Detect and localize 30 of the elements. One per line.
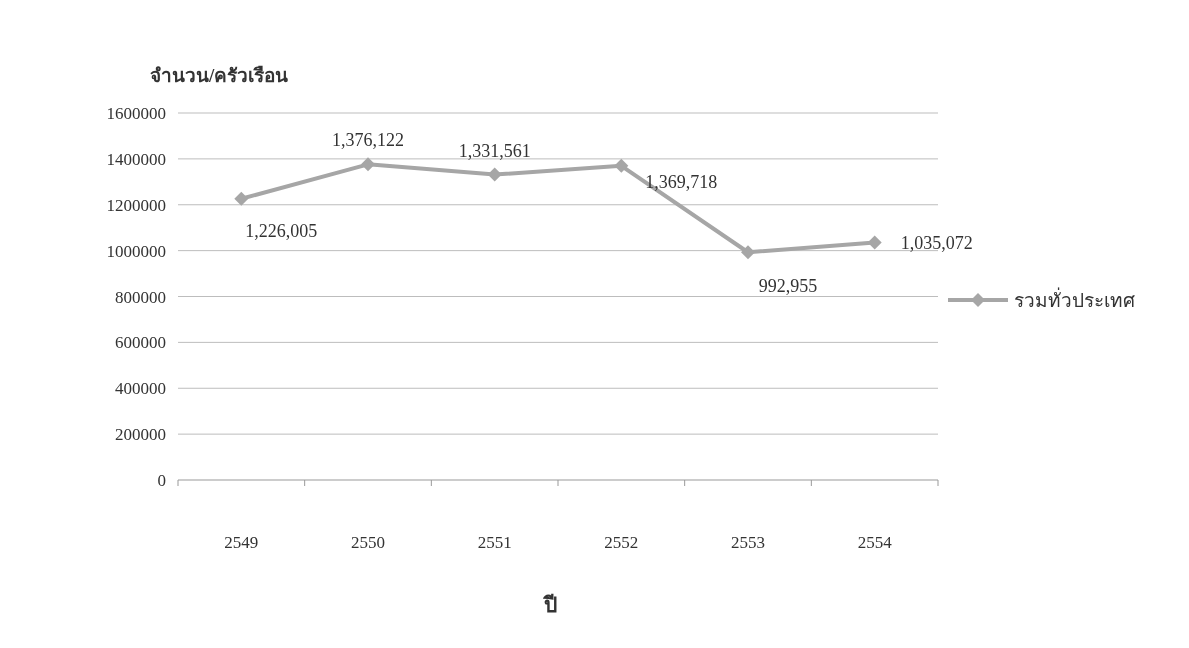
y-tick-label: 1000000 <box>106 241 166 261</box>
point <box>614 158 629 173</box>
point <box>741 245 755 260</box>
x-tick-label: 2554 <box>857 533 893 552</box>
point <box>234 191 249 206</box>
x-tick-label: 2549 <box>224 533 259 552</box>
y-tick-label: 1200000 <box>106 195 166 215</box>
y-tick-label: 0 <box>157 471 166 490</box>
data-label: 1,035,072 <box>900 232 973 253</box>
y-axis-title: จำนวน/ครัวเรือน <box>150 65 289 86</box>
y-tick-label: 200000 <box>115 425 166 445</box>
data-label: 992,955 <box>758 276 818 297</box>
data-label: 1,331,561 <box>458 140 531 161</box>
data-label: 1,376,122 <box>332 130 404 151</box>
y-tick-label: 800000 <box>115 287 166 307</box>
y-tick-label: 600000 <box>115 333 166 353</box>
point <box>867 235 882 250</box>
x-axis-title: ปี <box>541 593 557 617</box>
y-tick-label: 1400000 <box>106 149 166 169</box>
y-tick-label: 400000 <box>115 379 166 399</box>
data-label: 1,226,005 <box>245 220 318 241</box>
x-tick-label: 2551 <box>477 533 512 552</box>
x-tick-label: 2552 <box>604 533 639 552</box>
x-tick-label: 2550 <box>351 533 385 552</box>
y-tick-label: 1600000 <box>106 104 166 123</box>
legend-label: รวมทั่วประเทศ <box>1014 287 1135 311</box>
point <box>487 167 502 182</box>
data-label: 1,369,718 <box>645 171 718 192</box>
x-tick-label: 2553 <box>731 533 765 552</box>
point <box>361 157 375 172</box>
